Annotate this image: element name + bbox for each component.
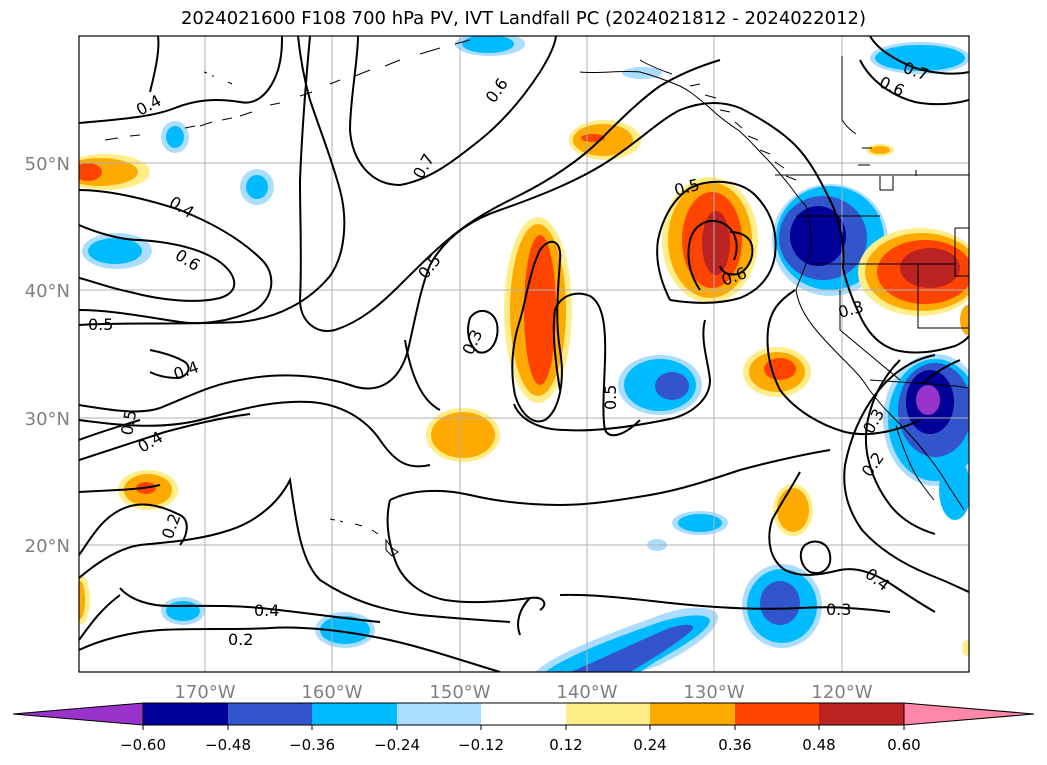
colorbar-tick-label: 0.48: [802, 736, 835, 754]
colorbar-tick-label: 0.60: [887, 736, 920, 754]
colorbar: −0.60 −0.48 −0.36 −0.24 −0.12 0.12 0.24 …: [12, 702, 1035, 754]
lon-tick-label: 130°W: [683, 682, 744, 703]
colorbar-tick-label: −0.12: [458, 736, 504, 754]
lat-tick-label: 40°N: [25, 281, 70, 302]
colorbar-tick-label: −0.36: [289, 736, 335, 754]
colorbar-segment: [819, 703, 904, 725]
colorbar-segment: [312, 703, 397, 725]
colorbar-segment: [566, 703, 650, 725]
lat-axis: 50°N 40°N 30°N 20°N: [25, 154, 70, 557]
pv-contours: [79, 36, 969, 672]
colorbar-tick-label: −0.60: [120, 736, 166, 754]
contour-label: 0.5: [601, 385, 620, 410]
colorbar-segment: [481, 703, 566, 725]
contour-label: 0.4: [254, 601, 279, 620]
contour-label: 0.5: [117, 408, 140, 436]
contour-label: 0.5: [88, 315, 113, 334]
colorbar-segment: [650, 703, 735, 725]
colorbar-tick-label: −0.24: [374, 736, 420, 754]
lat-tick-label: 30°N: [25, 409, 70, 430]
lat-tick-label: 50°N: [25, 154, 70, 175]
colorbar-tick-label: 0.36: [718, 736, 751, 754]
colorbar-tick-label: 0.24: [633, 736, 666, 754]
map-title: 2024021600 F108 700 hPa PV, IVT Landfall…: [180, 8, 867, 29]
plot-frame: [78, 35, 970, 673]
lon-tick-label: 170°W: [174, 682, 235, 703]
lat-tick-label: 20°N: [25, 536, 70, 557]
lon-tick-label: 120°W: [811, 682, 872, 703]
ivt-shading: [79, 36, 969, 672]
contour-label: 0.2: [228, 630, 253, 649]
colorbar-segment: [143, 703, 228, 725]
colorbar-tick-label: 0.12: [549, 736, 582, 754]
colorbar-tick-label: −0.48: [205, 736, 251, 754]
plot-area: 0.4 0.4 0.6 0.5 0.4 0.5 0.4 0.2 0.4 0.2 …: [79, 36, 969, 672]
colorbar-extend-max: [903, 702, 1035, 726]
lon-tick-label: 160°W: [301, 682, 362, 703]
colorbar-segment: [397, 703, 481, 725]
lon-axis: 170°W 160°W 150°W 140°W 130°W 120°W: [174, 682, 872, 703]
colorbar-segment: [228, 703, 312, 725]
gridlines: [79, 36, 969, 672]
colorbar-extend-min: [12, 702, 144, 726]
lon-tick-label: 140°W: [556, 682, 617, 703]
coastlines: [104, 39, 969, 557]
colorbar-segment: [735, 703, 819, 725]
contour-label: 0.3: [826, 600, 851, 619]
lon-tick-label: 150°W: [429, 682, 490, 703]
